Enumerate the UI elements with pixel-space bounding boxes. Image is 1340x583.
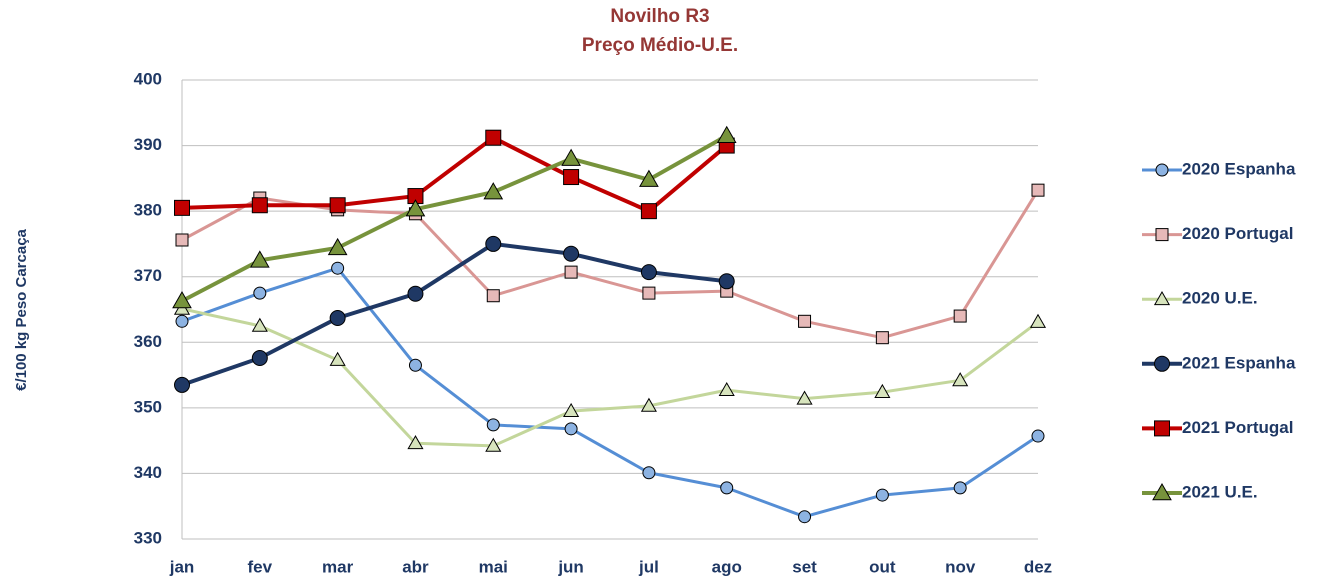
point xyxy=(720,481,734,495)
legend-label: 2020 Portugal xyxy=(1182,224,1294,243)
y-tick-label: 400 xyxy=(134,69,162,88)
point xyxy=(407,285,424,302)
x-tick-label: jan xyxy=(169,557,195,576)
x-tick-label: nov xyxy=(945,557,976,576)
point xyxy=(1031,429,1045,443)
point xyxy=(642,286,656,300)
legend-label: 2020 U.E. xyxy=(1182,289,1258,308)
y-tick-label: 340 xyxy=(134,463,162,482)
point xyxy=(485,437,502,452)
point xyxy=(175,233,189,247)
x-tick-label: abr xyxy=(402,557,429,576)
y-tick-label: 330 xyxy=(134,528,162,547)
x-tick-label: set xyxy=(792,557,817,576)
point xyxy=(718,381,735,397)
point xyxy=(1029,313,1047,328)
series-line xyxy=(181,133,728,303)
point xyxy=(798,314,812,328)
point xyxy=(874,383,891,399)
point xyxy=(486,289,500,303)
legend-marker xyxy=(1154,420,1170,437)
legend-marker xyxy=(1155,163,1169,177)
point xyxy=(251,317,268,332)
point xyxy=(561,148,581,166)
point xyxy=(486,418,500,432)
point xyxy=(329,310,346,327)
point xyxy=(564,422,578,436)
x-tick-label: fev xyxy=(248,557,273,576)
point xyxy=(563,169,580,186)
y-tick-label: 360 xyxy=(134,332,162,351)
point xyxy=(329,197,346,214)
point xyxy=(798,510,812,524)
point xyxy=(327,237,348,256)
point xyxy=(174,376,190,393)
legend-marker xyxy=(1155,228,1169,242)
legend-label: 2021 Espanha xyxy=(1182,353,1296,372)
point xyxy=(640,264,657,281)
y-tick-label: 380 xyxy=(134,201,162,220)
legend-label: 2020 Espanha xyxy=(1182,159,1296,178)
point xyxy=(639,169,659,187)
point xyxy=(407,435,424,450)
x-tick-label: jun xyxy=(557,557,584,576)
point xyxy=(640,397,657,412)
x-tick-label: out xyxy=(869,557,896,576)
point xyxy=(953,481,967,495)
legend-label: 2021 U.E. xyxy=(1182,482,1258,501)
point xyxy=(175,314,189,328)
y-axis-label: €/100 kg Peso Carcaça xyxy=(13,228,30,390)
point xyxy=(485,129,502,146)
point xyxy=(331,261,345,275)
x-tick-label: jul xyxy=(638,557,659,576)
series-line xyxy=(181,135,729,214)
chart-title: Novilho R3 xyxy=(610,6,709,27)
point xyxy=(875,331,889,345)
point xyxy=(718,273,735,290)
point xyxy=(174,199,190,216)
point xyxy=(251,350,268,367)
point xyxy=(253,286,267,300)
series-line xyxy=(181,189,1040,340)
point xyxy=(1031,183,1045,197)
point xyxy=(875,488,889,502)
point xyxy=(716,125,737,143)
point xyxy=(251,197,268,214)
point xyxy=(642,466,656,480)
legend-marker xyxy=(1153,290,1171,306)
point xyxy=(563,245,580,262)
point xyxy=(329,351,346,366)
point xyxy=(249,250,270,268)
x-tick-label: dez xyxy=(1024,557,1052,576)
point xyxy=(953,309,967,323)
legend-marker xyxy=(1152,482,1172,501)
legend-label: 2021 Portugal xyxy=(1182,418,1294,437)
x-tick-label: mar xyxy=(322,557,354,576)
x-tick-label: ago xyxy=(712,557,742,576)
x-tick-label: mai xyxy=(479,557,508,576)
point xyxy=(408,358,422,372)
point xyxy=(796,390,813,405)
chart-subtitle: Preço Médio-U.E. xyxy=(582,35,738,56)
series-line xyxy=(181,307,1039,448)
series-line xyxy=(181,241,727,387)
point xyxy=(483,182,504,200)
y-tick-label: 350 xyxy=(134,397,162,416)
point xyxy=(640,203,657,220)
point xyxy=(405,199,426,217)
point xyxy=(563,402,580,418)
point xyxy=(172,290,192,309)
series-line xyxy=(181,266,1039,519)
y-tick-label: 370 xyxy=(134,266,162,285)
point xyxy=(564,265,578,279)
point xyxy=(952,372,969,387)
y-tick-label: 390 xyxy=(134,135,162,154)
legend-marker xyxy=(1154,355,1170,372)
point xyxy=(485,235,502,252)
